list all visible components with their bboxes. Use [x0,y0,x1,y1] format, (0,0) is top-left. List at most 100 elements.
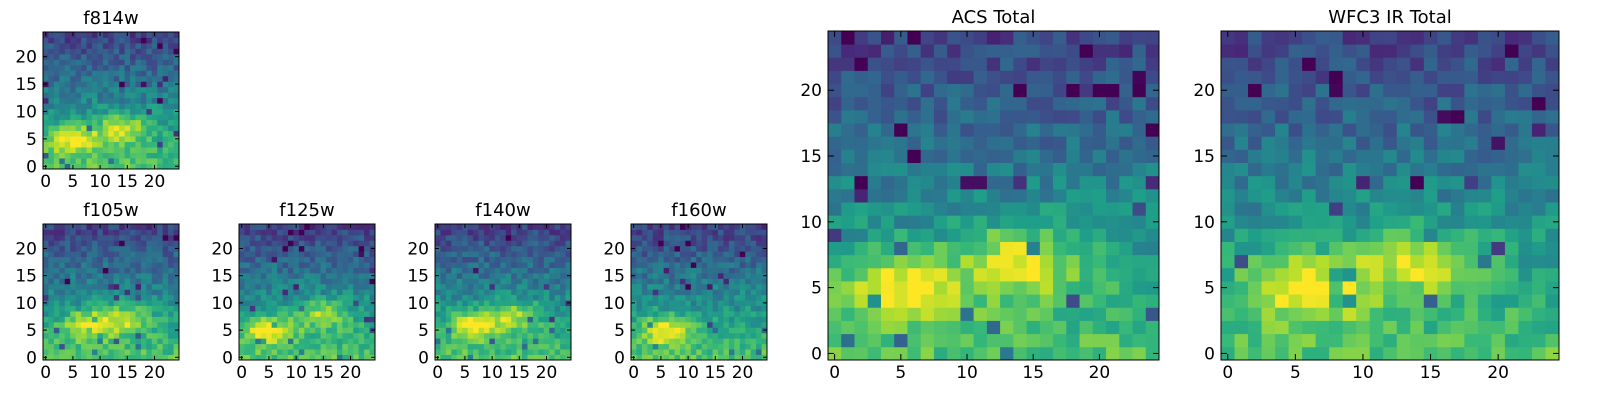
heatmap-cell [86,97,93,104]
heatmap-cell [467,294,474,301]
heatmap-cell [1132,320,1147,335]
heatmap-cell [64,37,71,44]
heatmap-cell [70,37,77,44]
heatmap-cell [353,354,360,361]
heatmap-cell [239,262,245,268]
heatmap-cell [1410,228,1425,242]
heatmap-cell [113,75,120,82]
heatmap-cell [1504,307,1519,321]
heatmap-cell [119,158,125,164]
heatmap-cell [489,311,496,317]
heatmap-cell [53,37,60,44]
heatmap-cell [119,294,125,301]
heatmap-cell [718,349,724,355]
heatmap-cell [1329,254,1344,269]
heatmap-cell [679,294,686,301]
heatmap-cell [538,262,545,268]
heatmap-cell [59,262,66,268]
heatmap-cell [674,240,681,247]
heatmap-cell [1145,123,1160,137]
heatmap-cell [1423,123,1438,137]
heatmap-cell [1329,70,1344,85]
heatmap-cell [505,343,512,350]
heatmap-cell [124,327,131,334]
heatmap-cell [48,108,55,115]
heatmap-cell [1302,294,1317,308]
heatmap-cell [707,289,713,296]
heatmap-cell [1329,307,1344,321]
heatmap-cell [157,163,164,170]
heatmap-cell [146,103,153,110]
heatmap-cell [1437,346,1452,361]
heatmap-cell [249,327,256,334]
heatmap-cell [933,241,948,256]
heatmap-cell [1396,57,1411,71]
heatmap-cell [364,234,370,241]
heatmap-cell [86,70,93,77]
heatmap-cell [750,224,757,230]
heatmap-cell [960,31,975,45]
heatmap-cell [920,346,935,361]
heatmap-cell [1437,109,1452,124]
heatmap-cell [53,97,60,104]
heatmap-cell [907,241,922,256]
heatmap-cell [48,103,55,110]
heatmap-cell [907,346,922,361]
heatmap-cell [1013,215,1027,229]
heatmap-cell [342,283,349,290]
heatmap-cell [1504,228,1519,242]
heatmap-cell [696,294,703,301]
heatmap-cell [249,234,256,241]
heatmap-cell [658,283,665,290]
heatmap-cell [1119,109,1133,124]
heatmap-cell [1275,149,1289,163]
heatmap-cell [75,224,82,230]
heatmap-cell [718,332,724,339]
heatmap-cell [124,240,131,247]
heatmap-cell [91,119,98,126]
heatmap-cell [1039,70,1054,85]
heatmap-cell [342,267,349,274]
heatmap-cell [532,300,539,306]
heatmap-cell [880,202,895,216]
heatmap-cell [543,311,550,317]
heatmap-cell [130,349,136,355]
heatmap-cell [1383,254,1398,269]
heatmap-cell [146,289,153,296]
heatmap-cell [636,349,643,355]
x-tick-label: 5 [1290,363,1301,383]
heatmap-cell [854,109,869,124]
heatmap-cell [933,109,948,124]
heatmap-cell [462,300,469,306]
heatmap-cell [124,158,131,164]
heatmap-cell [260,267,267,274]
heatmap-cell [102,86,109,93]
heatmap-cell [1302,96,1317,111]
heatmap-cell [91,75,98,82]
heatmap-cell [102,114,109,121]
heatmap-cell [130,59,136,66]
heatmap-cell [75,136,82,142]
heatmap-cell [894,294,908,308]
heatmap-cell [1518,57,1533,71]
heatmap-cell [304,332,311,339]
heatmap-cell [658,289,665,296]
heatmap-cell [130,294,136,301]
heatmap-cell [1221,70,1235,85]
heatmap-cell [48,37,55,44]
heatmap-cell [282,267,289,274]
heatmap-cell [1423,346,1438,361]
heatmap-cell [761,256,768,263]
heatmap-cell [64,262,71,268]
heatmap-cell [565,349,572,355]
heatmap-cell [701,262,708,268]
heatmap-cell [157,343,164,350]
heatmap-cell [102,119,109,126]
heatmap-cell [315,251,321,258]
heatmap-cell [500,311,507,317]
heatmap-cell [828,162,842,177]
heatmap-cell [1383,31,1398,45]
heatmap-cell [880,70,895,85]
heatmap-cell [880,57,895,71]
heatmap-cell [674,316,681,323]
